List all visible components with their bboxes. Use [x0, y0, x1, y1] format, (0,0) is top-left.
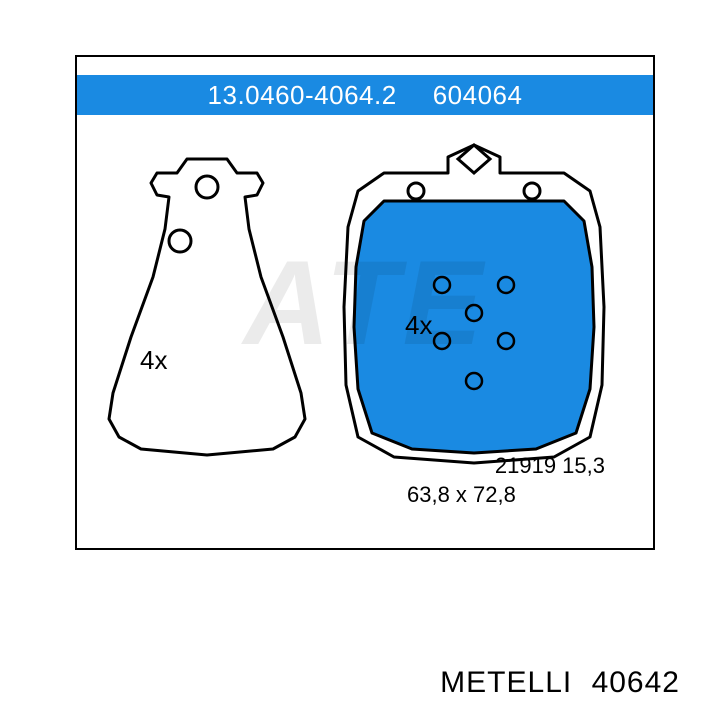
footer-brand: METELLI — [440, 666, 572, 699]
part-number-2: 604064 — [433, 80, 523, 111]
diagram-frame: 13.0460-4064.2 604064 4x 4x 63,8 x 72,8 … — [75, 55, 655, 550]
part-number-1: 13.0460-4064.2 — [208, 80, 397, 111]
qty-right: 4x — [405, 310, 432, 341]
pad-dimensions: 63,8 x 72,8 — [407, 482, 516, 508]
footer: METELLI 40642 — [440, 666, 680, 700]
pad-ref-code: 21919 15,3 — [495, 453, 605, 479]
backplate-outline — [87, 137, 327, 467]
header-bar: 13.0460-4064.2 604064 — [77, 75, 653, 115]
qty-left: 4x — [140, 345, 167, 376]
footer-code: 40642 — [592, 666, 680, 699]
brake-pad — [332, 137, 617, 472]
